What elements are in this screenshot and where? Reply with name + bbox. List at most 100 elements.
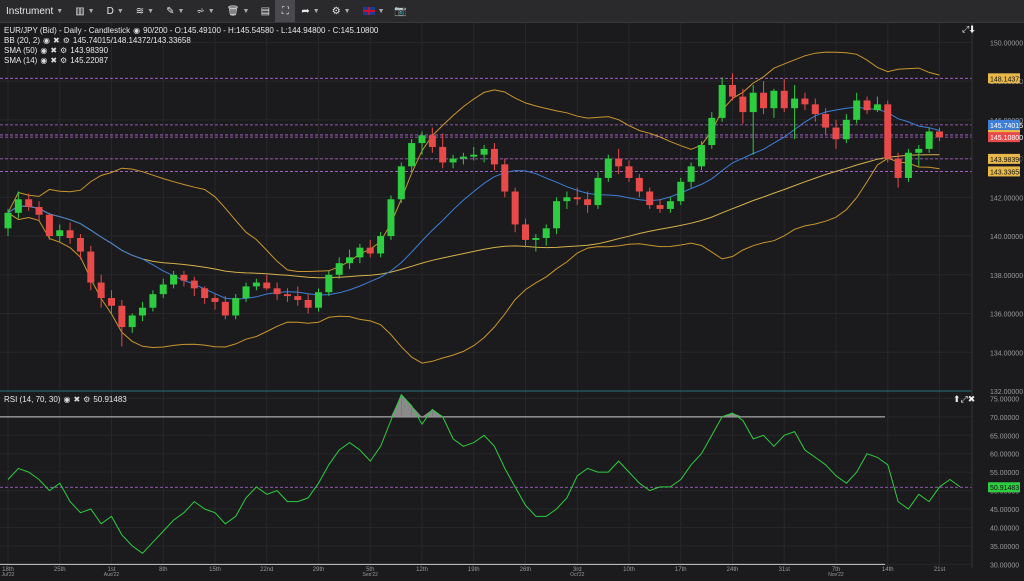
bollinger-bands [7,51,940,364]
eye-icon[interactable]: ◉ [63,395,71,404]
share-icon: ➦ [301,5,310,17]
maximize-icon[interactable]: ⤢ [962,24,970,34]
candle-body [190,280,198,289]
price-axis-label: 138.00000 [990,273,1023,280]
candle-body [139,307,147,316]
candle-body [646,191,654,206]
candle-body [439,146,447,163]
bb-upper-line [7,51,940,272]
date-label: 14th [882,567,894,573]
rsi-name: RSI (14, 70, 30) [4,395,61,404]
candle-body [325,274,333,293]
candle-body [697,145,705,167]
instrument-menu[interactable]: Instrument ▼ [0,0,69,22]
candle-body [873,104,881,111]
date-label: 24th [727,567,739,573]
date-label: 22nd [260,567,273,573]
move-up-icon[interactable]: ⬆ [953,394,961,404]
delete-menu[interactable]: 🗑 ▼ [221,0,256,22]
chevron-down-icon: ▼ [312,7,320,15]
date-label: 8th [159,567,167,573]
draw-tools-menu[interactable]: ✎ ▼ [160,0,190,22]
indicators-menu[interactable]: ≋ ▼ [130,0,160,22]
candle-body [408,143,416,167]
candle-body [35,207,43,215]
rsi-axis-label: 55.00000 [990,470,1019,477]
bb-values: 145.74015/148.14372/143.33658 [72,36,191,45]
language-menu[interactable]: ▼ [357,0,391,22]
rsi-axis-label: 65.00000 [990,433,1019,440]
candle-body [149,294,157,308]
candle-body [677,181,685,202]
close-icon[interactable]: ✖ [50,46,58,55]
candle-body [563,197,571,202]
close-icon[interactable]: ✖ [967,394,976,404]
gear-icon[interactable]: ⚙ [60,46,68,55]
chart-canvas[interactable]: 150.00000148.00000146.00000144.00000142.… [0,23,1024,578]
candle-body [66,230,74,238]
screenshot-button[interactable]: 📷 [391,0,411,22]
close-icon[interactable]: ✖ [53,36,60,45]
candle-body [687,166,695,182]
legend-ohlc: 90/200 - O:145.49100 - H:145.54580 - L:1… [143,26,379,35]
timeframe-menu[interactable]: D ▼ [101,0,130,22]
settings-menu[interactable]: ⚙ ▼ [326,0,357,22]
eye-icon[interactable]: ◉ [133,26,141,35]
chevron-down-icon: ▼ [116,7,124,15]
chart-area[interactable]: 150.00000148.00000146.00000144.00000142.… [0,23,1024,578]
rsi-overbought-fill [732,413,743,417]
eye-icon[interactable]: ◉ [40,56,48,65]
rsi-axis[interactable]: 75.00000 70.00000 65.00000 60.00000 55.00000… [988,396,1020,569]
layout-button[interactable]: ▤ [255,0,275,22]
share-menu[interactable]: ➦ ▼ [295,0,325,22]
sma50-line [7,154,940,279]
sma50-value: 143.98390 [70,46,109,55]
price-tag-box [988,153,1020,164]
chart-type-menu[interactable]: ▥ ▼ [69,0,100,22]
gear-icon[interactable]: ⚙ [60,56,68,65]
eye-icon[interactable]: ◉ [40,46,48,55]
candle-body [532,237,540,240]
chevron-down-icon: ▼ [147,7,155,15]
maximize-icon[interactable]: ⤢ [960,394,968,404]
price-tag-box [988,73,1020,84]
timeframe-label: D [106,5,114,17]
indicators-icon: ≋ [135,5,145,17]
candle-body [822,114,830,128]
close-icon[interactable]: ✖ [73,395,81,404]
candle-body [542,228,550,238]
candle-body [480,148,488,155]
candle-body [594,177,602,206]
fibonacci-menu[interactable]: ⩫ ▼ [190,0,220,22]
candle-body [232,298,240,316]
candles [4,73,943,347]
candle-body [615,158,623,167]
candle-body [635,177,643,192]
candle-body [739,96,747,113]
move-down-icon[interactable]: ⬇ [969,24,975,34]
date-label-month: Nov'22 [828,572,844,576]
candle-body [925,131,933,149]
pencil-icon: ✎ [166,5,175,17]
candle-body [780,90,788,109]
candle-body [201,288,209,299]
crosshair-icon: ⛶ [281,5,289,17]
rsi-tag-box [988,482,1020,493]
candle-body [853,100,861,120]
candle-body [522,224,529,240]
candle-body [25,199,33,207]
close-icon[interactable]: ✖ [50,56,58,65]
date-label: 10th [623,567,635,573]
candle-body [708,117,716,146]
bb-lower-line [7,157,940,364]
rsi-axis-label: 40.00000 [990,525,1019,532]
gear-icon[interactable]: ⚙ [62,36,70,45]
price-axis-label: 142.00000 [990,195,1023,202]
eye-icon[interactable]: ◉ [43,36,50,45]
gear-icon[interactable]: ⚙ [83,395,91,404]
crosshair-button[interactable]: ⛶ [275,0,296,22]
date-label: 17th [675,567,687,573]
rsi-line [7,393,961,554]
date-label: 26th [520,567,532,573]
